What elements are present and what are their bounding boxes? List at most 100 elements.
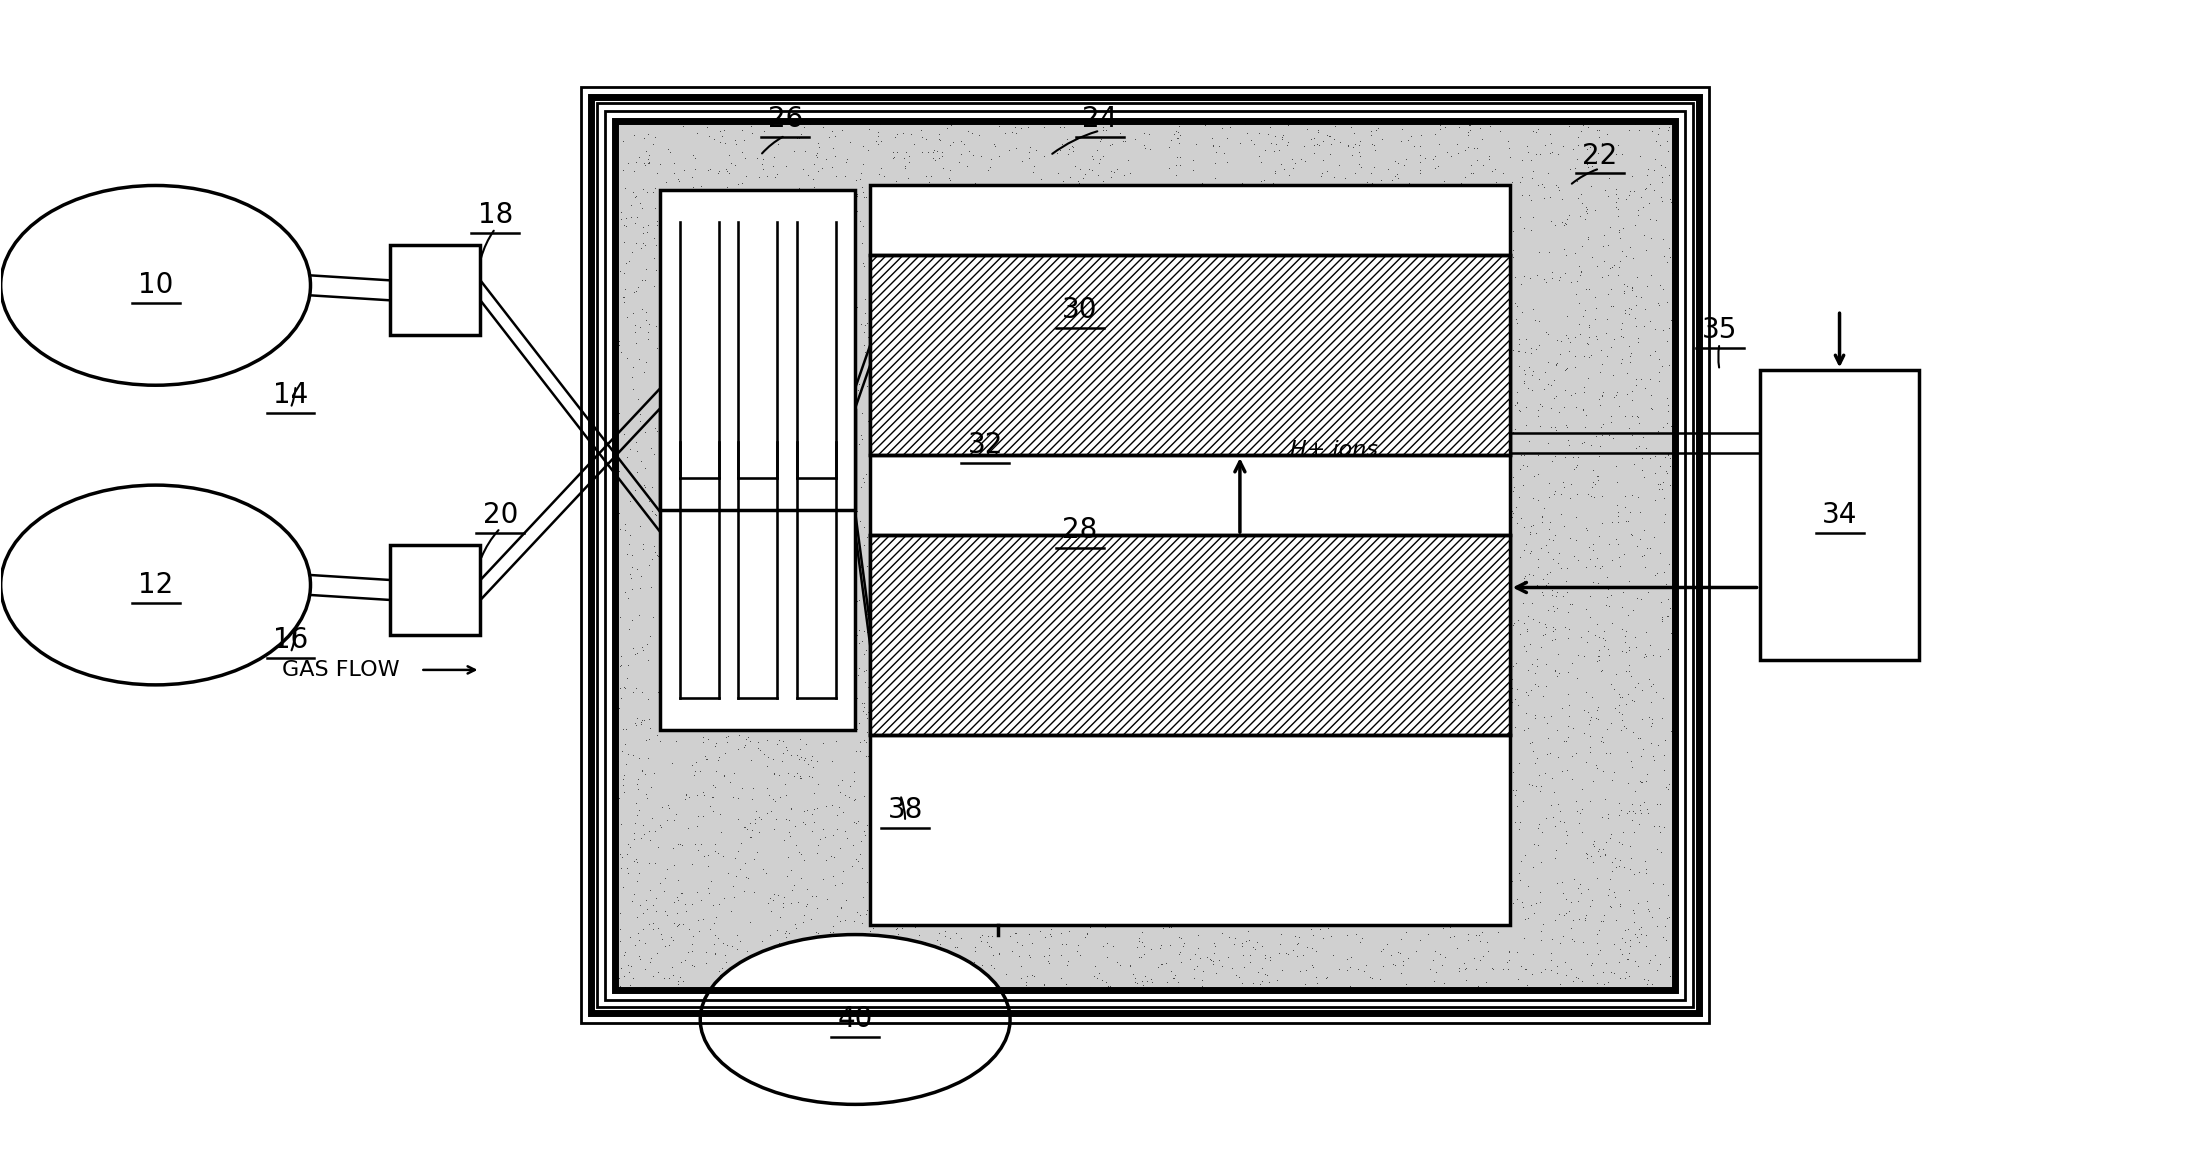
Point bbox=[642, 732, 677, 750]
Point bbox=[1592, 963, 1627, 982]
Point bbox=[1502, 813, 1537, 832]
Point bbox=[721, 594, 756, 613]
Point bbox=[695, 668, 730, 686]
Point bbox=[627, 825, 662, 843]
Point bbox=[699, 612, 734, 630]
Point bbox=[1594, 675, 1629, 693]
Point bbox=[631, 153, 666, 171]
Point bbox=[785, 813, 820, 832]
Point bbox=[732, 318, 767, 337]
Point bbox=[849, 705, 884, 723]
Point bbox=[1432, 929, 1467, 947]
Point bbox=[778, 919, 814, 938]
Point bbox=[664, 835, 699, 854]
Point bbox=[765, 467, 800, 486]
Point bbox=[1607, 497, 1643, 516]
Point bbox=[1355, 969, 1390, 988]
Point bbox=[607, 734, 642, 753]
Point bbox=[1502, 330, 1537, 348]
Point bbox=[1126, 937, 1161, 955]
Point bbox=[754, 803, 789, 821]
Point bbox=[745, 150, 781, 169]
Point bbox=[607, 967, 642, 986]
Point bbox=[721, 810, 756, 828]
Point bbox=[787, 316, 822, 334]
Point bbox=[761, 686, 796, 705]
Point bbox=[1585, 226, 1621, 245]
Point bbox=[1651, 165, 1687, 184]
Point bbox=[745, 584, 781, 602]
Point bbox=[847, 788, 882, 806]
Point bbox=[880, 925, 915, 944]
Point bbox=[1524, 687, 1559, 706]
Point bbox=[1009, 967, 1045, 986]
Point bbox=[732, 956, 767, 975]
Point bbox=[1592, 744, 1627, 763]
Point bbox=[679, 593, 715, 612]
Point bbox=[792, 114, 827, 133]
Point bbox=[695, 638, 730, 657]
Point bbox=[785, 160, 820, 178]
Point bbox=[653, 649, 688, 668]
Point bbox=[785, 330, 820, 348]
Point bbox=[1599, 185, 1634, 204]
Point bbox=[1612, 185, 1647, 204]
Point bbox=[1423, 116, 1458, 135]
Point bbox=[787, 802, 822, 820]
Point bbox=[1390, 923, 1425, 941]
Point bbox=[809, 150, 844, 169]
Point bbox=[941, 153, 976, 171]
Point bbox=[1495, 174, 1531, 192]
Point bbox=[1607, 920, 1643, 939]
Point bbox=[673, 532, 708, 551]
Point bbox=[816, 848, 851, 867]
Point bbox=[1181, 938, 1216, 956]
Point bbox=[1062, 945, 1097, 963]
Point bbox=[1596, 297, 1632, 316]
Point bbox=[728, 374, 763, 393]
Point bbox=[1049, 955, 1084, 974]
Point bbox=[1649, 778, 1684, 797]
Point bbox=[1603, 895, 1638, 913]
Point bbox=[798, 592, 833, 610]
Point bbox=[811, 128, 847, 147]
Point bbox=[677, 565, 712, 584]
Point bbox=[664, 467, 699, 486]
Point bbox=[638, 228, 673, 247]
Point bbox=[622, 517, 658, 536]
Point bbox=[1596, 963, 1632, 982]
Point bbox=[1500, 680, 1535, 699]
Point bbox=[1656, 800, 1691, 819]
Point bbox=[708, 945, 743, 963]
Point bbox=[1559, 531, 1594, 550]
Point bbox=[880, 953, 915, 972]
Point bbox=[717, 130, 752, 149]
Point bbox=[754, 902, 789, 920]
Point bbox=[737, 952, 772, 970]
Point bbox=[658, 154, 693, 172]
Point bbox=[1522, 782, 1557, 800]
Point bbox=[1447, 168, 1482, 186]
Point bbox=[866, 167, 902, 185]
Point bbox=[836, 412, 871, 431]
Point bbox=[631, 154, 666, 172]
Point bbox=[833, 188, 869, 206]
Point bbox=[1612, 182, 1647, 200]
Point bbox=[1403, 153, 1438, 171]
Point bbox=[1117, 969, 1152, 988]
Point bbox=[880, 143, 915, 162]
Point bbox=[1500, 296, 1535, 315]
Point bbox=[723, 397, 759, 416]
Point bbox=[684, 422, 719, 440]
Point bbox=[1528, 273, 1563, 291]
Point bbox=[1607, 933, 1643, 952]
Point bbox=[756, 979, 792, 997]
Point bbox=[1548, 264, 1583, 283]
Point bbox=[899, 977, 935, 996]
Point bbox=[1561, 136, 1596, 155]
Point bbox=[796, 622, 831, 641]
Point bbox=[726, 220, 761, 239]
Point bbox=[785, 411, 820, 430]
Point bbox=[618, 153, 653, 171]
Point bbox=[1621, 205, 1656, 224]
